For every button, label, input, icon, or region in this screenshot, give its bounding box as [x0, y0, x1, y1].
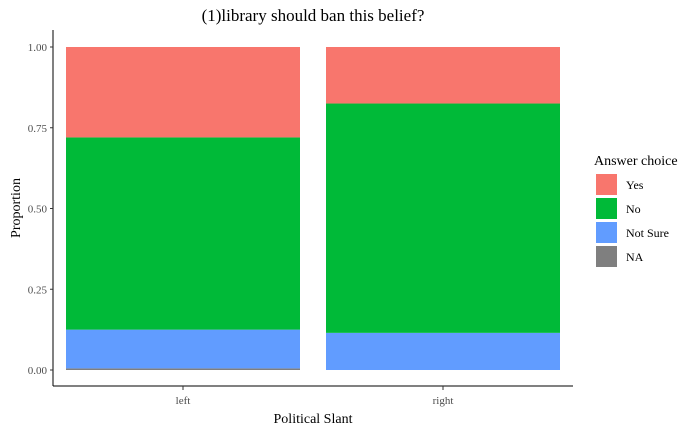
legend-key-na [596, 246, 617, 267]
bar-left-not-sure [66, 329, 300, 369]
y-tick-label: 0.25 [28, 284, 48, 296]
legend-key-yes [596, 174, 617, 195]
chart-title: (1)library should ban this belief? [202, 6, 425, 25]
legend: Answer choice Yes No Not Sure NA [594, 154, 678, 267]
legend-title: Answer choice [594, 154, 678, 169]
x-ticks-group: left right [176, 386, 454, 407]
bar-left-na [66, 368, 300, 370]
y-tick-label: 1.00 [28, 42, 48, 54]
legend-label: Yes [626, 178, 644, 192]
legend-key-not-sure [596, 222, 617, 243]
x-tick-label: left [176, 395, 191, 407]
bar-right-no [326, 103, 560, 333]
legend-key-no [596, 198, 617, 219]
bar-right-not-sure [326, 332, 560, 370]
y-axis-label: Proportion [9, 178, 24, 238]
bar-left-yes [66, 47, 300, 138]
y-tick-label: 0.75 [28, 123, 48, 135]
bar-right-yes [326, 47, 560, 104]
legend-label: No [626, 202, 641, 216]
y-ticks-group: 0.00 0.25 0.50 0.75 1.00 [28, 42, 53, 377]
x-tick-label: right [433, 395, 454, 407]
y-tick-label: 0.50 [28, 204, 48, 216]
x-axis-label: Political Slant [274, 412, 353, 427]
bar-left-no [66, 137, 300, 330]
y-tick-label: 0.00 [28, 365, 48, 377]
legend-label: NA [626, 250, 644, 264]
legend-label: Not Sure [626, 226, 669, 240]
bars-group [66, 47, 560, 370]
